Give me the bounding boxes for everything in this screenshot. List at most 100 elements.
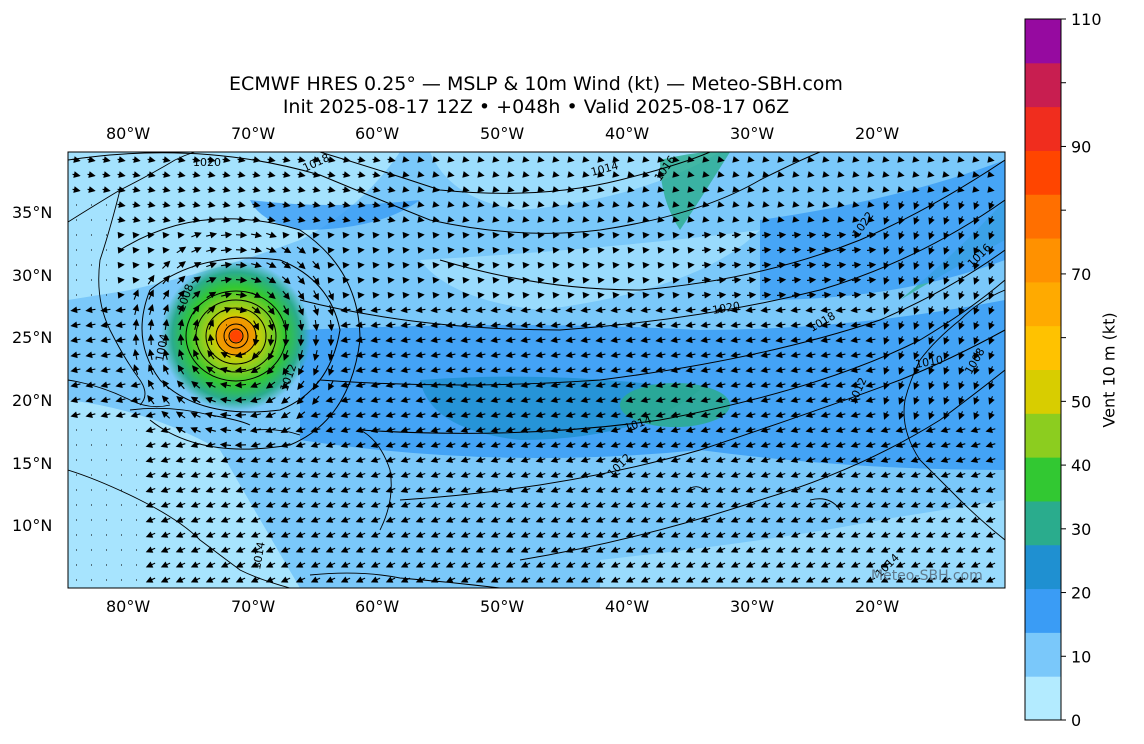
wind-arrow — [642, 276, 650, 284]
wind-arrow — [852, 216, 860, 223]
wind-arrow — [267, 171, 276, 178]
wind-arrow — [85, 366, 96, 374]
wind-arrow — [610, 381, 621, 389]
wind-arrow — [745, 531, 756, 538]
wind-arrow — [430, 426, 441, 433]
wind-arrow — [700, 336, 711, 344]
wind-arrow — [251, 276, 262, 284]
wind-arrow — [220, 352, 231, 359]
wind-arrow — [162, 275, 170, 285]
wind-arrow — [417, 156, 425, 163]
wind-arrow — [340, 516, 351, 523]
wind-arrow — [265, 426, 276, 433]
wind-arrow — [550, 426, 561, 433]
wind-arrow — [883, 261, 890, 270]
wind-arrow — [805, 306, 816, 314]
wind-arrow — [297, 275, 306, 285]
wind-arrow — [312, 290, 319, 301]
wind-arrow — [520, 411, 531, 418]
wind-arrow — [219, 381, 232, 389]
wind-arrow — [132, 201, 141, 208]
wind-arrow — [475, 456, 486, 463]
wind-arrow — [312, 319, 320, 332]
wind-arrow — [745, 321, 756, 329]
wind-arrow — [417, 201, 425, 208]
wind-arrow — [837, 186, 845, 193]
wind-arrow — [791, 291, 802, 299]
wind-arrow — [355, 531, 366, 538]
wind-arrow — [928, 291, 935, 300]
wind-arrow — [162, 348, 170, 360]
wind-arrow — [898, 261, 905, 270]
wind-arrow — [432, 246, 440, 254]
wind-arrow — [400, 426, 411, 433]
wind-arrow — [475, 576, 486, 583]
wind-arrow — [807, 186, 815, 193]
wind-arrow — [685, 456, 696, 463]
wind-arrow — [445, 561, 456, 568]
wind-arrow — [430, 381, 441, 389]
wind-arrow — [550, 381, 561, 389]
wind-arrow — [265, 576, 276, 583]
wind-arrow — [160, 426, 171, 433]
wind-arrow — [70, 306, 81, 314]
wind-arrow — [790, 441, 801, 448]
wind-arrow — [898, 216, 905, 225]
wind-arrow — [475, 321, 486, 329]
wind-arrow — [445, 576, 456, 583]
wind-arrow — [445, 336, 456, 344]
wind-arrow — [400, 576, 411, 583]
wind-arrow — [625, 426, 636, 433]
colorbar-label: Vent 10 m (kt) — [1099, 312, 1119, 428]
wind-arrow — [327, 349, 335, 362]
wind-arrow — [507, 186, 515, 193]
wind-arrow — [475, 366, 486, 374]
wind-arrow — [282, 156, 291, 163]
wind-arrow — [537, 261, 545, 269]
wind-arrow — [234, 411, 247, 419]
wind-arrow — [730, 531, 741, 538]
wind-arrow — [715, 561, 726, 568]
wind-arrow — [460, 396, 471, 404]
wind-arrow — [850, 561, 861, 568]
wind-arrow — [627, 201, 635, 208]
wind-arrow — [357, 186, 366, 193]
wind-arrow — [777, 156, 785, 163]
wind-arrow — [880, 516, 891, 523]
wind-arrow — [988, 366, 995, 375]
wind-arrow — [898, 201, 905, 210]
wind-arrow — [205, 546, 216, 553]
wind-arrow — [672, 156, 680, 163]
wind-arrow — [717, 156, 725, 163]
wind-arrow — [250, 381, 261, 388]
wind-arrow — [760, 486, 771, 493]
wind-arrow — [280, 576, 291, 583]
wind-arrow — [162, 156, 171, 163]
wind-arrow — [775, 441, 786, 448]
wind-arrow — [550, 306, 561, 314]
wind-arrow — [610, 441, 621, 448]
wind-arrow — [535, 576, 546, 583]
lat-tick: 25°N — [12, 328, 53, 347]
wind-arrow — [372, 276, 380, 284]
wind-arrow — [865, 366, 876, 374]
wind-arrow — [192, 156, 201, 163]
wind-arrow — [355, 426, 366, 433]
colorbar-swatch — [1025, 19, 1061, 64]
wind-arrow — [701, 246, 712, 254]
wind-arrow — [310, 456, 321, 463]
wind-arrow — [595, 321, 606, 329]
wind-arrow — [267, 305, 275, 316]
wind-arrow — [820, 366, 831, 374]
wind-arrow — [370, 306, 381, 314]
wind-arrow — [806, 291, 817, 299]
wind-arrow — [670, 351, 681, 359]
wind-arrow — [522, 291, 530, 299]
wind-arrow — [717, 216, 725, 223]
wind-arrow — [370, 321, 381, 329]
wind-arrow — [505, 546, 516, 553]
wind-arrow — [280, 486, 291, 493]
wind-arrow — [731, 261, 742, 269]
wind-arrow — [432, 156, 440, 163]
wind-arrow — [805, 381, 816, 389]
